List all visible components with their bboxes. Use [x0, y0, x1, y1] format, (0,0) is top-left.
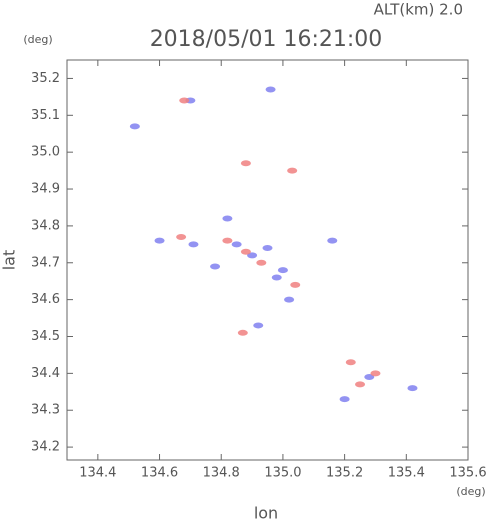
- echo-point: [222, 237, 233, 244]
- x-tick-label: 134.4: [79, 466, 116, 481]
- echo-point: [176, 233, 187, 240]
- echo-point: [231, 241, 242, 248]
- echo-point: [188, 241, 199, 248]
- chart-subtitle: ALT(km) 2.0: [374, 1, 463, 19]
- x-tick-label: 135.4: [388, 466, 425, 481]
- y-tick-label: 34.8: [31, 218, 60, 233]
- echo-point: [265, 86, 276, 93]
- echo-point: [210, 263, 221, 270]
- y-tick-label: 34.7: [31, 255, 60, 270]
- echo-point: [129, 123, 140, 130]
- echo-point: [240, 160, 251, 167]
- x-tick-label: 135.0: [264, 466, 301, 481]
- y-tick-label: 34.2: [31, 440, 60, 455]
- x-tick-label: 134.8: [203, 466, 240, 481]
- chart-title: 2018/05/01 16:21:00: [150, 27, 383, 52]
- echo-point: [222, 215, 233, 222]
- echo-point: [345, 359, 356, 366]
- y-tick-label: 34.5: [31, 329, 60, 344]
- y-unit: (deg): [23, 33, 52, 46]
- echo-point: [256, 259, 267, 266]
- echo-point: [290, 281, 301, 288]
- echo-point: [355, 381, 366, 388]
- echo-point: [240, 248, 251, 255]
- echo-point: [237, 329, 248, 336]
- y-tick-label: 34.3: [31, 403, 60, 418]
- plot-frame: [66, 59, 469, 461]
- echo-point: [364, 374, 375, 381]
- echo-point: [247, 252, 258, 259]
- x-axis-label: lon: [254, 504, 278, 521]
- echo-point: [277, 267, 288, 274]
- echo-point: [327, 237, 338, 244]
- y-tick-label: 34.4: [31, 366, 60, 381]
- x-tick-label: 135.6: [449, 466, 486, 481]
- x-unit: (deg): [456, 485, 485, 498]
- echo-point: [407, 385, 418, 392]
- y-tick-label: 34.9: [31, 182, 60, 197]
- x-tick-label: 134.6: [141, 466, 178, 481]
- y-tick-label: 35.1: [31, 108, 60, 123]
- y-tick-label: 35.0: [31, 145, 60, 160]
- echo-point: [179, 97, 190, 104]
- echo-point: [154, 237, 165, 244]
- echo-point: [287, 167, 298, 174]
- echo-point: [370, 370, 381, 377]
- echo-point: [262, 245, 273, 252]
- y-axis-label: lat: [0, 250, 19, 271]
- echo-point: [271, 274, 282, 281]
- echo-point: [284, 296, 295, 303]
- x-tick-label: 135.2: [326, 466, 363, 481]
- echo-point: [339, 396, 350, 403]
- y-tick-label: 35.2: [31, 71, 60, 86]
- y-tick-label: 34.6: [31, 292, 60, 307]
- echo-point: [253, 322, 264, 329]
